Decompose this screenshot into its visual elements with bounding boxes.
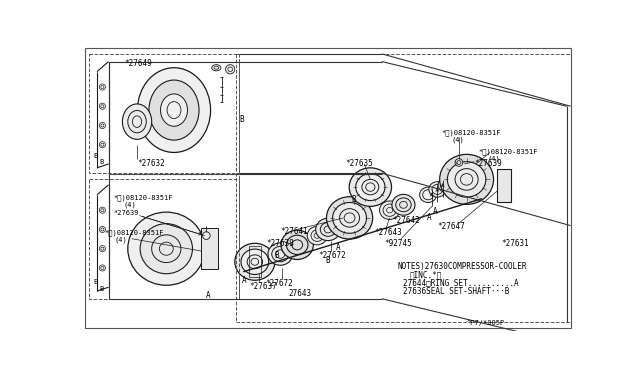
Ellipse shape [429, 182, 446, 197]
Ellipse shape [438, 177, 455, 192]
Ellipse shape [161, 94, 188, 126]
Text: A: A [433, 207, 437, 216]
Text: ^P7/*005P: ^P7/*005P [467, 320, 505, 326]
Ellipse shape [212, 65, 221, 71]
Text: *27632: *27632 [137, 158, 164, 168]
Ellipse shape [122, 104, 152, 140]
Text: *27639: *27639 [114, 210, 140, 216]
Bar [497, 169, 511, 202]
Text: B: B [99, 286, 104, 292]
Ellipse shape [149, 80, 199, 140]
Text: B: B [239, 115, 244, 125]
Text: B: B [274, 251, 279, 260]
Ellipse shape [349, 168, 392, 206]
Circle shape [202, 232, 210, 240]
Text: (4): (4) [115, 236, 127, 243]
Text: NOTES)27630COMPRESSOR-COOLER: NOTES)27630COMPRESSOR-COOLER [397, 262, 527, 271]
Text: B: B [93, 279, 97, 285]
Text: *27635: *27635 [345, 158, 372, 168]
Ellipse shape [356, 174, 385, 201]
Text: A: A [336, 243, 340, 252]
Ellipse shape [307, 226, 327, 245]
Ellipse shape [447, 162, 486, 197]
Text: *Ⓑ)08120-8351F: *Ⓑ)08120-8351F [442, 129, 502, 136]
Text: B: B [99, 158, 104, 164]
Text: *27647: *27647 [437, 222, 465, 231]
Ellipse shape [420, 187, 436, 202]
Text: A: A [242, 276, 246, 285]
Ellipse shape [326, 197, 372, 239]
Ellipse shape [235, 243, 275, 280]
Text: (4): (4) [488, 155, 500, 162]
Text: *27672: *27672 [319, 251, 346, 260]
Bar [249, 246, 261, 277]
Bar [201, 228, 218, 269]
Text: B: B [93, 153, 97, 159]
Text: *27639: *27639 [474, 158, 502, 168]
Bar [90, 54, 239, 173]
Text: *Ⓑ)08120-8351F: *Ⓑ)08120-8351F [114, 195, 173, 201]
Text: A: A [427, 212, 431, 221]
Ellipse shape [333, 202, 367, 233]
Text: *27643: *27643 [374, 228, 402, 237]
Ellipse shape [140, 224, 193, 274]
Circle shape [455, 158, 463, 166]
Ellipse shape [316, 218, 340, 241]
Text: (4): (4) [124, 202, 137, 208]
Ellipse shape [128, 212, 205, 285]
Text: *92745: *92745 [384, 239, 412, 248]
Bar [90, 179, 239, 299]
Text: *27649: *27649 [124, 58, 152, 67]
Ellipse shape [380, 201, 399, 219]
Text: *27638: *27638 [266, 239, 294, 248]
Text: B: B [326, 256, 330, 265]
Text: *27642: *27642 [392, 216, 420, 225]
Text: B: B [351, 195, 356, 204]
Text: *ⓑ)08120-8351F: *ⓑ)08120-8351F [478, 148, 538, 155]
Text: 27643: 27643 [288, 289, 311, 298]
Ellipse shape [138, 68, 211, 153]
Text: *Ⓑ)08120-8351F: *Ⓑ)08120-8351F [105, 230, 164, 236]
Text: 〈INC.*〉: 〈INC.*〉 [410, 270, 442, 279]
Ellipse shape [268, 243, 292, 265]
Text: *27672: *27672 [265, 279, 292, 289]
Ellipse shape [392, 195, 415, 215]
Text: A: A [206, 291, 211, 300]
Text: *27641: *27641 [280, 227, 308, 236]
Ellipse shape [440, 154, 493, 205]
Text: 27636SEAL SET-SHAFT···B: 27636SEAL SET-SHAFT···B [403, 287, 510, 296]
Ellipse shape [281, 230, 314, 260]
Text: *27637: *27637 [250, 282, 277, 291]
Ellipse shape [241, 249, 269, 275]
Text: *27631: *27631 [501, 239, 529, 248]
Text: (4): (4) [451, 136, 464, 143]
Text: 27644□RING SET..........A: 27644□RING SET..........A [403, 279, 519, 288]
Circle shape [225, 65, 235, 74]
